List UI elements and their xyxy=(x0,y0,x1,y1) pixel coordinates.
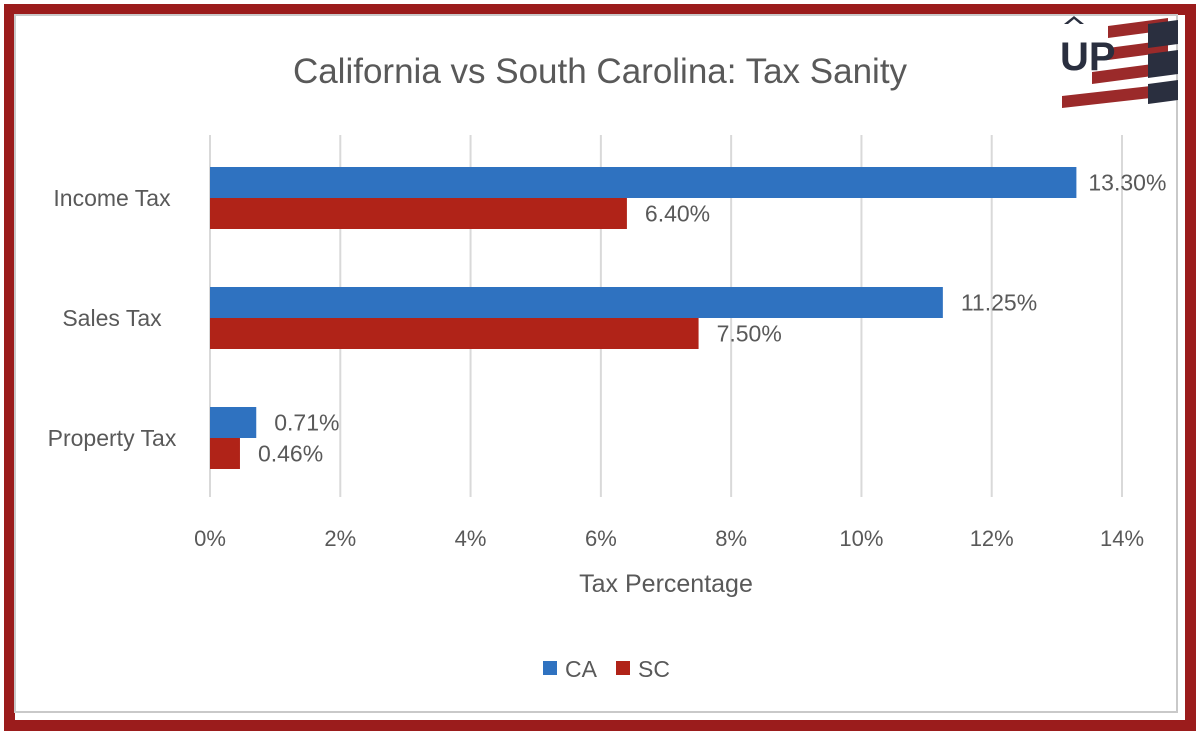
data-label: 7.50% xyxy=(717,321,782,347)
data-label: 6.40% xyxy=(645,201,710,227)
x-tick-label: 10% xyxy=(839,526,883,551)
category-label: Property Tax xyxy=(48,425,177,451)
x-tick-label: 4% xyxy=(455,526,487,551)
bar-sc xyxy=(210,318,699,349)
flag-stripes xyxy=(1062,18,1178,108)
chart-panel xyxy=(14,14,1178,713)
x-tick-label: 6% xyxy=(585,526,617,551)
bars xyxy=(210,167,1077,469)
legend-swatch-sc xyxy=(616,661,630,675)
bar-ca xyxy=(210,287,943,318)
legend-label-ca: CA xyxy=(565,656,598,682)
x-axis-tick-labels: 0% 2% 4% 6% 8% 10% 12% 14% xyxy=(194,526,1144,551)
legend: CA SC xyxy=(543,656,670,682)
x-tick-label: 8% xyxy=(715,526,747,551)
data-labels: 13.30% 11.25% 0.71% 6.40% 7.50% 0.46% xyxy=(258,170,1166,467)
legend-label-sc: SC xyxy=(638,656,670,682)
bar-sc xyxy=(210,438,240,469)
bar-ca xyxy=(210,407,257,438)
data-label: 13.30% xyxy=(1088,170,1166,196)
data-label: 0.71% xyxy=(274,410,339,436)
legend-swatch-ca xyxy=(543,661,557,675)
x-tick-label: 2% xyxy=(324,526,356,551)
bar-ca xyxy=(210,167,1077,198)
data-label: 11.25% xyxy=(961,290,1037,316)
logo-text: UP xyxy=(1060,35,1116,79)
category-axis-labels: Income Tax Sales Tax Property Tax xyxy=(48,185,177,451)
x-tick-label: 12% xyxy=(970,526,1014,551)
bar-sc xyxy=(210,198,627,229)
logo-arrow xyxy=(1064,16,1084,24)
x-tick-label: 0% xyxy=(194,526,226,551)
chart-title: California vs South Carolina: Tax Sanity xyxy=(293,52,908,91)
category-label: Income Tax xyxy=(53,185,171,211)
x-axis-title: Tax Percentage xyxy=(579,570,753,598)
data-label: 0.46% xyxy=(258,441,323,467)
x-tick-label: 14% xyxy=(1100,526,1144,551)
up-flag-logo: UP xyxy=(1060,16,1178,108)
category-label: Sales Tax xyxy=(62,305,162,331)
